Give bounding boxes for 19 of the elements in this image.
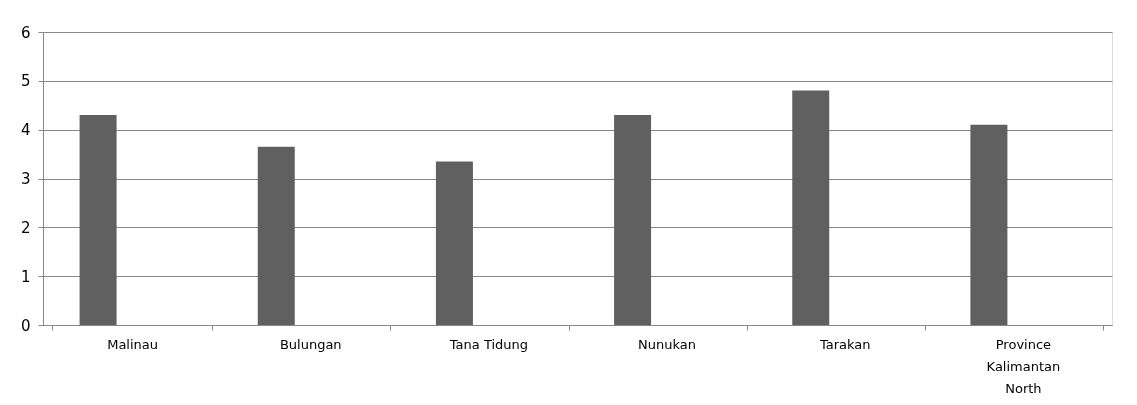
bar: [257, 146, 295, 325]
bar: [614, 115, 652, 325]
x-tick-label: Province Kalimantan North: [986, 336, 1061, 396]
x-tick-label: Malinau: [107, 336, 159, 352]
bar: [79, 115, 117, 325]
y-tick-label: 6: [20, 23, 31, 42]
y-tick-label: 5: [20, 72, 31, 91]
y-tick-label: 3: [20, 170, 31, 188]
y-tick-label: 4: [20, 121, 31, 140]
y-tick-label: 0: [20, 316, 31, 335]
bar: [435, 161, 473, 325]
x-tick-label: Tana Tidung: [448, 336, 529, 352]
y-tick-label: 1: [20, 267, 31, 286]
x-tick-label: Tarakan: [818, 336, 871, 352]
bar: [792, 90, 830, 325]
x-tick-label: Nunukan: [638, 336, 697, 352]
bar: [970, 124, 1008, 325]
y-tick-label: 2: [20, 218, 31, 237]
x-tick-label: Bulungan: [279, 336, 342, 352]
